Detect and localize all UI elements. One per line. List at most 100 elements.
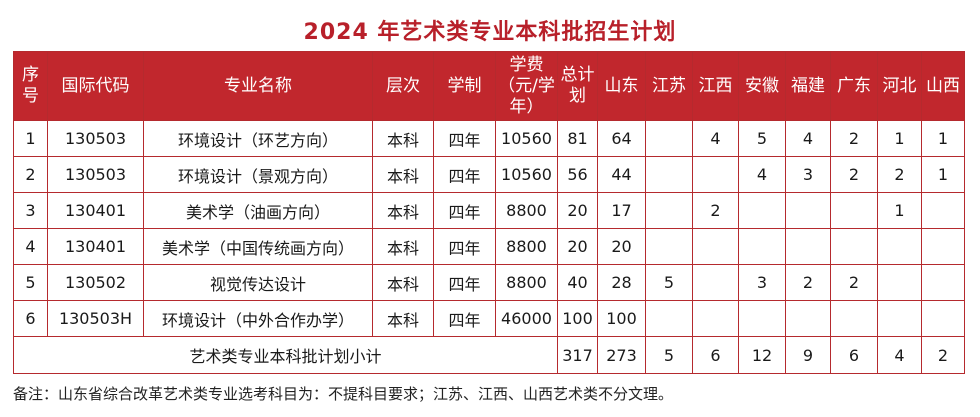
cell-anhui [738,300,786,337]
cell-fee: 8800 [495,228,558,265]
header-hebei: 河北 [877,51,922,121]
header-shanxi: 山西 [921,51,965,121]
cell-duration: 四年 [433,192,496,229]
cell-level: 本科 [372,192,434,229]
cell-shanxi: 1 [921,120,965,157]
cell-shanxi [921,300,965,337]
cell-anhui [738,228,786,265]
table-header-row: 序号 国际代码 专业名称 层次 学制 学费（元/学年） 总计划 山东 江苏 江西… [13,51,965,121]
cell-total: 20 [557,192,598,229]
cell-fujian: 3 [785,156,831,193]
cell-index: 2 [13,156,48,193]
cell-fujian: 2 [785,264,831,301]
cell-jiangxi: 2 [692,192,739,229]
subtotal-label: 艺术类专业本科批计划小计 [13,336,558,374]
cell-guangdong [830,228,878,265]
cell-hebei: 1 [877,120,922,157]
cell-jiangsu [645,228,693,265]
header-code: 国际代码 [47,51,144,121]
cell-duration: 四年 [433,300,496,337]
cell-major: 美术学（油画方向） [143,192,373,229]
cell-jiangsu: 5 [645,264,693,301]
subtotal-hebei: 4 [877,336,922,374]
header-jiangxi: 江西 [692,51,739,121]
cell-jiangxi [692,300,739,337]
cell-shandong: 100 [597,300,646,337]
cell-anhui: 5 [738,120,786,157]
cell-total: 40 [557,264,598,301]
cell-hebei: 2 [877,156,922,193]
cell-code: 130503H [47,300,144,337]
cell-level: 本科 [372,228,434,265]
cell-guangdong [830,300,878,337]
cell-guangdong: 2 [830,120,878,157]
header-fujian: 福建 [785,51,831,121]
cell-hebei [877,300,922,337]
cell-duration: 四年 [433,228,496,265]
cell-code: 130502 [47,264,144,301]
cell-major: 环境设计（景观方向） [143,156,373,193]
cell-shanxi [921,192,965,229]
cell-shandong: 44 [597,156,646,193]
cell-shanxi [921,228,965,265]
table-row: 3 130401 美术学（油画方向） 本科 四年 8800 20 17 2 1 [13,192,965,229]
header-shandong: 山东 [597,51,646,121]
subtotal-jiangxi: 6 [692,336,739,374]
cell-fee: 10560 [495,156,558,193]
cell-total: 100 [557,300,598,337]
cell-anhui [738,192,786,229]
cell-fee: 8800 [495,264,558,301]
cell-level: 本科 [372,264,434,301]
cell-index: 5 [13,264,48,301]
cell-duration: 四年 [433,120,496,157]
header-jiangsu: 江苏 [645,51,693,121]
subtotal-guangdong: 6 [830,336,878,374]
cell-shandong: 28 [597,264,646,301]
cell-major: 环境设计（中外合作办学） [143,300,373,337]
cell-jiangxi [692,228,739,265]
subtotal-row: 艺术类专业本科批计划小计 317 273 5 6 12 9 6 4 2 [13,336,965,374]
cell-code: 130401 [47,192,144,229]
cell-jiangsu [645,120,693,157]
cell-code: 130503 [47,120,144,157]
cell-fujian [785,300,831,337]
cell-anhui: 3 [738,264,786,301]
table-row: 1 130503 环境设计（环艺方向） 本科 四年 10560 81 64 4 … [13,120,965,157]
cell-shandong: 20 [597,228,646,265]
header-anhui: 安徽 [738,51,786,121]
subtotal-fujian: 9 [785,336,831,374]
cell-shandong: 64 [597,120,646,157]
cell-major: 环境设计（环艺方向） [143,120,373,157]
page-title: 2024 年艺术类专业本科批招生计划 [303,20,677,45]
cell-level: 本科 [372,120,434,157]
footnote: 备注：山东省综合改革艺术类专业选考科目为：不提科目要求；江苏、江西、山西艺术类不… [13,385,674,403]
cell-hebei [877,228,922,265]
enrollment-plan-table: 序号 国际代码 专业名称 层次 学制 学费（元/学年） 总计划 山东 江苏 江西… [13,51,965,374]
cell-fee: 10560 [495,120,558,157]
cell-duration: 四年 [433,264,496,301]
header-major: 专业名称 [143,51,373,121]
cell-code: 130401 [47,228,144,265]
cell-jiangxi [692,156,739,193]
cell-index: 3 [13,192,48,229]
cell-total: 56 [557,156,598,193]
cell-index: 6 [13,300,48,337]
cell-shanxi [921,264,965,301]
cell-fee: 46000 [495,300,558,337]
cell-jiangxi [692,264,739,301]
cell-guangdong: 2 [830,264,878,301]
header-duration: 学制 [433,51,496,121]
subtotal-shanxi: 2 [921,336,965,374]
cell-jiangsu [645,192,693,229]
cell-index: 1 [13,120,48,157]
header-index: 序号 [13,51,48,121]
cell-jiangxi: 4 [692,120,739,157]
subtotal-jiangsu: 5 [645,336,693,374]
cell-anhui: 4 [738,156,786,193]
cell-major: 视觉传达设计 [143,264,373,301]
table-row: 2 130503 环境设计（景观方向） 本科 四年 10560 56 44 4 … [13,156,965,193]
header-level: 层次 [372,51,434,121]
cell-fee: 8800 [495,192,558,229]
cell-total: 81 [557,120,598,157]
table-row: 5 130502 视觉传达设计 本科 四年 8800 40 28 5 3 2 2 [13,264,965,301]
